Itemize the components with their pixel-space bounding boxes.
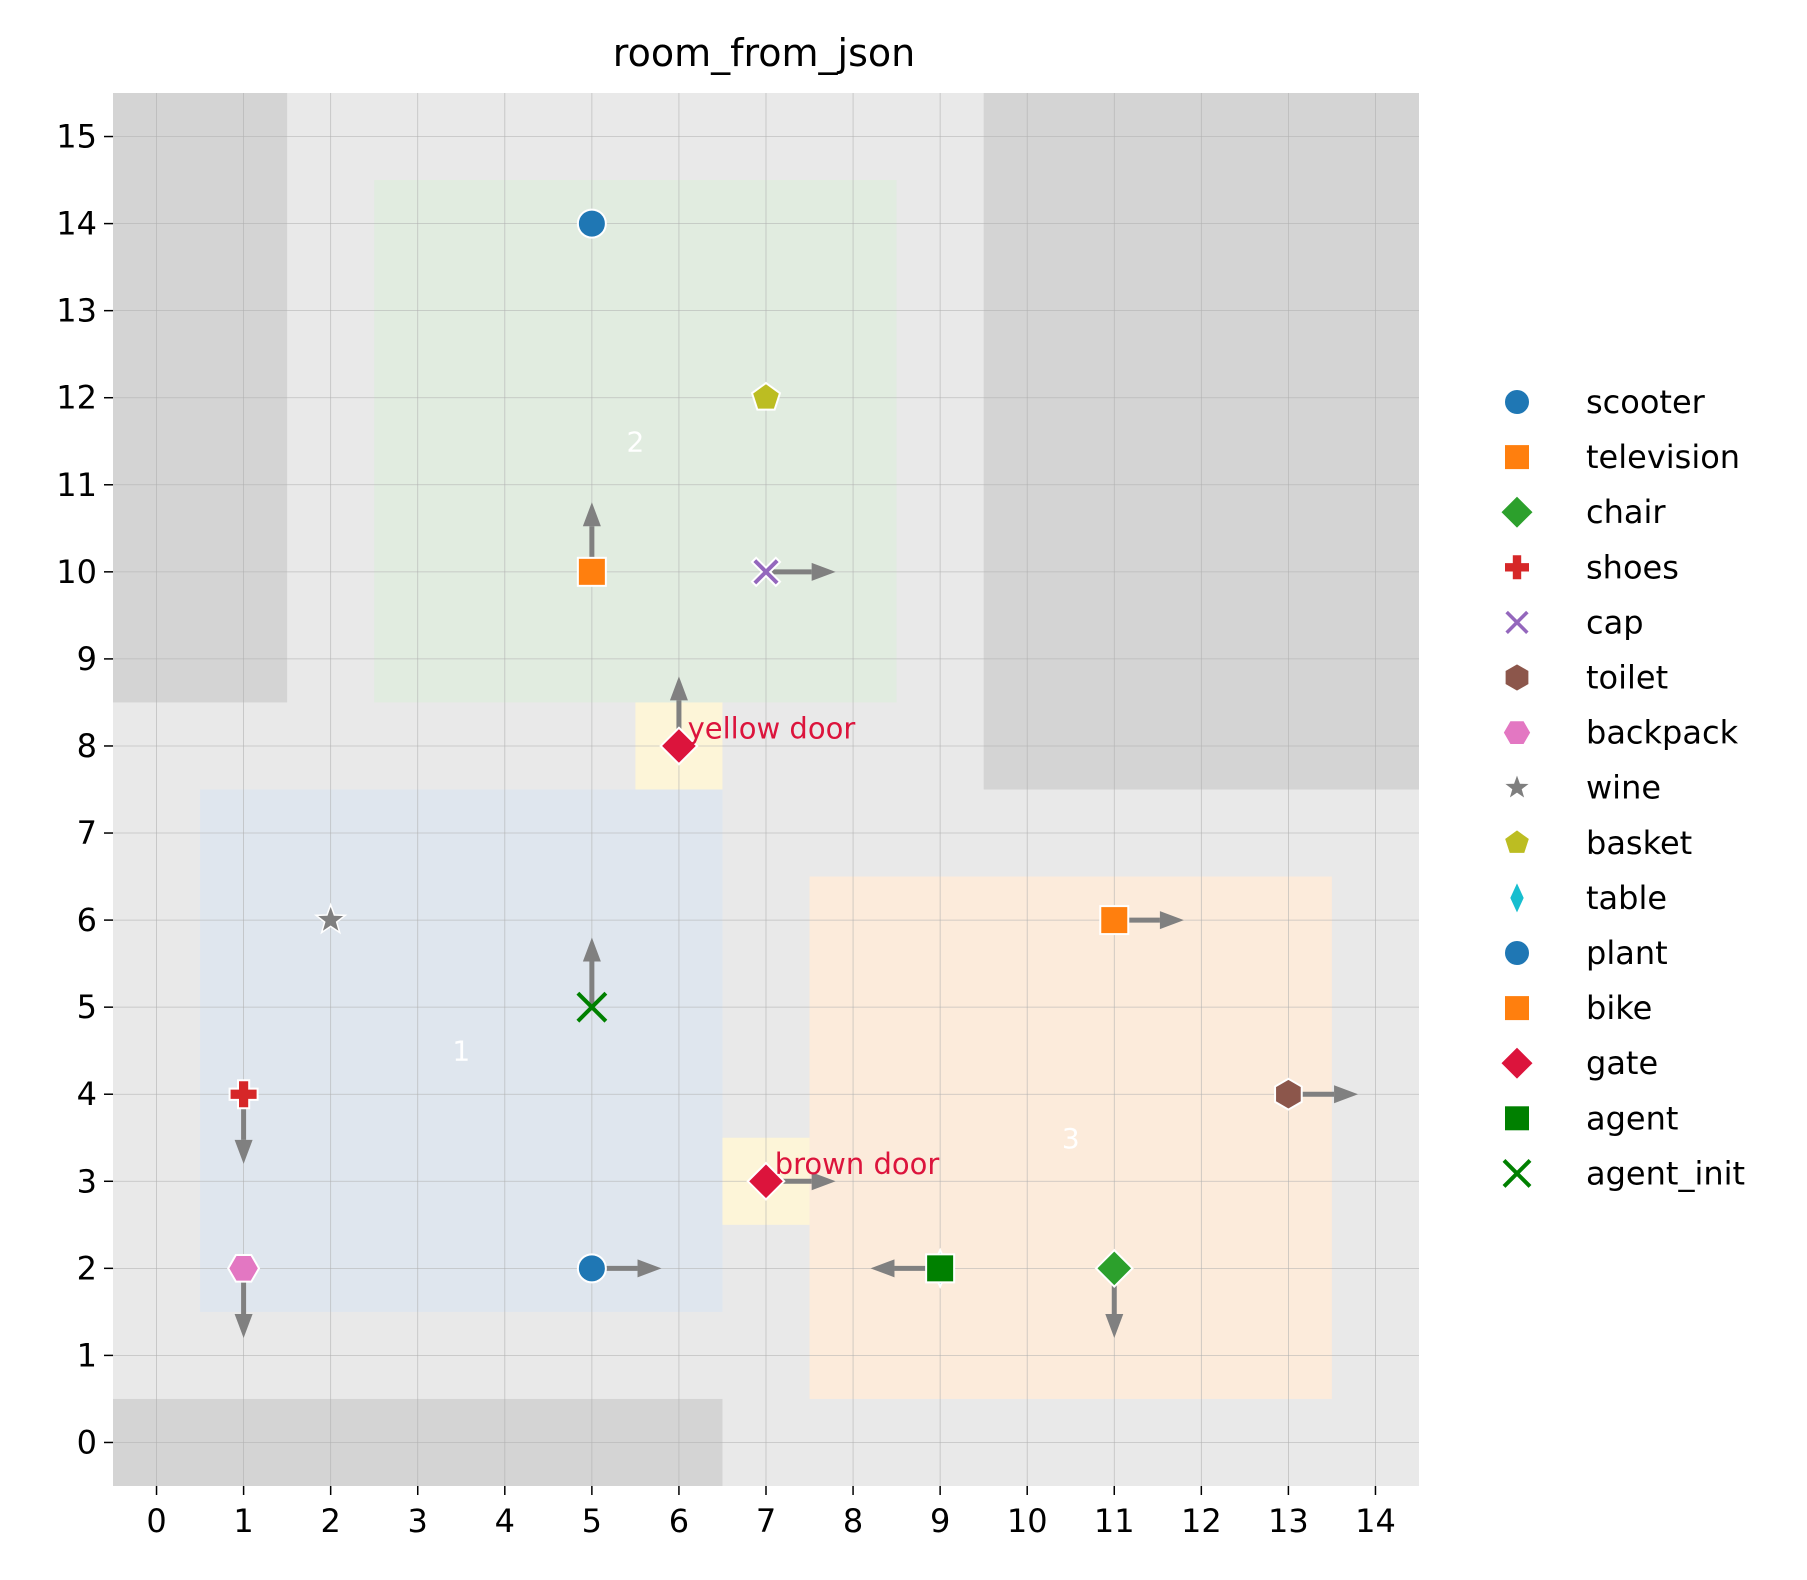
x-tick-label: 3 xyxy=(408,1502,428,1540)
x-tick-label: 7 xyxy=(756,1502,776,1540)
legend-marker-cap xyxy=(1502,607,1532,637)
object-marker-gate xyxy=(746,1161,786,1201)
x-tick-label: 5 xyxy=(582,1502,602,1540)
legend-label: toilet xyxy=(1586,659,1668,697)
legend-marker-shoes xyxy=(1503,553,1531,582)
legend-marker-chair xyxy=(1498,493,1536,531)
x-tick-label: 8 xyxy=(843,1502,863,1540)
direction-arrow-head xyxy=(234,1139,253,1164)
object-marker-agent xyxy=(925,1253,956,1284)
object-marker-plant xyxy=(576,1253,607,1284)
object-marker-cap xyxy=(750,556,782,588)
legend-label: wine xyxy=(1586,769,1661,807)
legend-label: bike xyxy=(1586,989,1652,1027)
x-tick-label: 11 xyxy=(1094,1502,1135,1540)
y-tick-label: 9 xyxy=(77,640,97,678)
object-marker-bike xyxy=(1099,905,1130,936)
door-label: yellow door xyxy=(688,712,856,746)
x-tick-label: 10 xyxy=(1007,1502,1048,1540)
legend-label: backpack xyxy=(1586,714,1739,752)
room-area xyxy=(809,876,1332,1399)
object-marker-wine xyxy=(313,902,348,935)
legend-marker-television xyxy=(1503,443,1531,472)
room-area xyxy=(200,789,723,1312)
legend-label: basket xyxy=(1586,824,1692,862)
object-marker-agent_init xyxy=(576,991,608,1023)
x-tick-label: 9 xyxy=(930,1502,950,1540)
legend-marker-toilet xyxy=(1503,662,1531,693)
y-tick-label: 8 xyxy=(77,727,97,765)
legend-marker-scooter xyxy=(1503,388,1531,416)
direction-arrow-head xyxy=(811,562,836,581)
y-tick-label: 6 xyxy=(77,901,97,939)
y-tick-label: 15 xyxy=(56,118,97,156)
legend-label: chair xyxy=(1586,493,1666,531)
y-tick-label: 2 xyxy=(77,1249,97,1287)
x-tick-label: 4 xyxy=(495,1502,515,1540)
legend-label: gate xyxy=(1586,1044,1658,1082)
x-tick-label: 14 xyxy=(1355,1502,1396,1540)
direction-arrow-head xyxy=(1159,911,1184,930)
legend-label: television xyxy=(1586,438,1740,476)
y-tick-label: 12 xyxy=(56,379,97,417)
y-tick-label: 14 xyxy=(56,205,97,243)
direction-arrow-head xyxy=(234,1313,253,1338)
object-marker-toilet xyxy=(1274,1077,1303,1111)
object-marker-backpack xyxy=(227,1254,261,1283)
x-tick-label: 0 xyxy=(146,1502,166,1540)
legend-marker-table xyxy=(1508,878,1526,918)
legend-label: shoes xyxy=(1586,548,1679,586)
direction-arrow-head xyxy=(669,676,688,701)
y-tick-label: 4 xyxy=(77,1075,97,1113)
direction-arrow-head xyxy=(637,1259,662,1278)
door-label: brown door xyxy=(775,1147,940,1181)
object-marker-scooter xyxy=(576,208,607,239)
legend-marker-bike xyxy=(1503,994,1531,1023)
object-marker-television xyxy=(576,556,607,587)
direction-arrow-head xyxy=(870,1259,895,1278)
legend-label: cap xyxy=(1586,603,1644,641)
legend-marker-agent_init xyxy=(1502,1158,1532,1188)
object-marker-basket xyxy=(750,381,782,411)
room-label: 2 xyxy=(626,425,644,458)
legend-marker-agent xyxy=(1503,1104,1531,1133)
y-tick-label: 13 xyxy=(56,292,97,330)
legend-marker-basket xyxy=(1502,827,1532,855)
legend-label: table xyxy=(1586,879,1667,917)
direction-arrow-head xyxy=(1334,1085,1359,1104)
x-tick-label: 12 xyxy=(1181,1502,1222,1540)
x-tick-label: 6 xyxy=(669,1502,689,1540)
legend-label: agent xyxy=(1586,1099,1678,1137)
x-tick-label: 2 xyxy=(320,1502,340,1540)
object-marker-shoes xyxy=(228,1079,259,1110)
y-tick-label: 7 xyxy=(77,814,97,852)
y-tick-label: 5 xyxy=(77,988,97,1026)
legend-label: plant xyxy=(1586,934,1668,972)
x-tick-label: 1 xyxy=(233,1502,253,1540)
object-marker-chair xyxy=(1094,1248,1134,1288)
legend-marker-plant xyxy=(1503,939,1531,967)
legend-marker-wine xyxy=(1501,771,1533,802)
direction-arrow-head xyxy=(1105,1313,1124,1338)
legend-label: agent_init xyxy=(1586,1154,1745,1192)
legend-label: scooter xyxy=(1586,383,1706,421)
room-label: 1 xyxy=(452,1035,470,1068)
y-tick-label: 11 xyxy=(56,466,97,504)
y-tick-label: 0 xyxy=(77,1423,97,1461)
legend-marker-backpack xyxy=(1501,719,1533,746)
room-label: 3 xyxy=(1062,1122,1080,1155)
legend-marker-gate xyxy=(1498,1044,1536,1082)
object-marker-gate xyxy=(659,726,699,766)
y-tick-label: 10 xyxy=(56,553,97,591)
room-area xyxy=(374,180,897,703)
x-tick-label: 13 xyxy=(1268,1502,1309,1540)
direction-arrow-head xyxy=(582,502,601,527)
direction-arrow-head xyxy=(582,937,601,962)
y-tick-label: 3 xyxy=(77,1162,97,1200)
chart-title: room_from_json xyxy=(613,31,915,75)
direction-arrow-head xyxy=(811,1172,836,1191)
y-tick-label: 1 xyxy=(77,1336,97,1374)
